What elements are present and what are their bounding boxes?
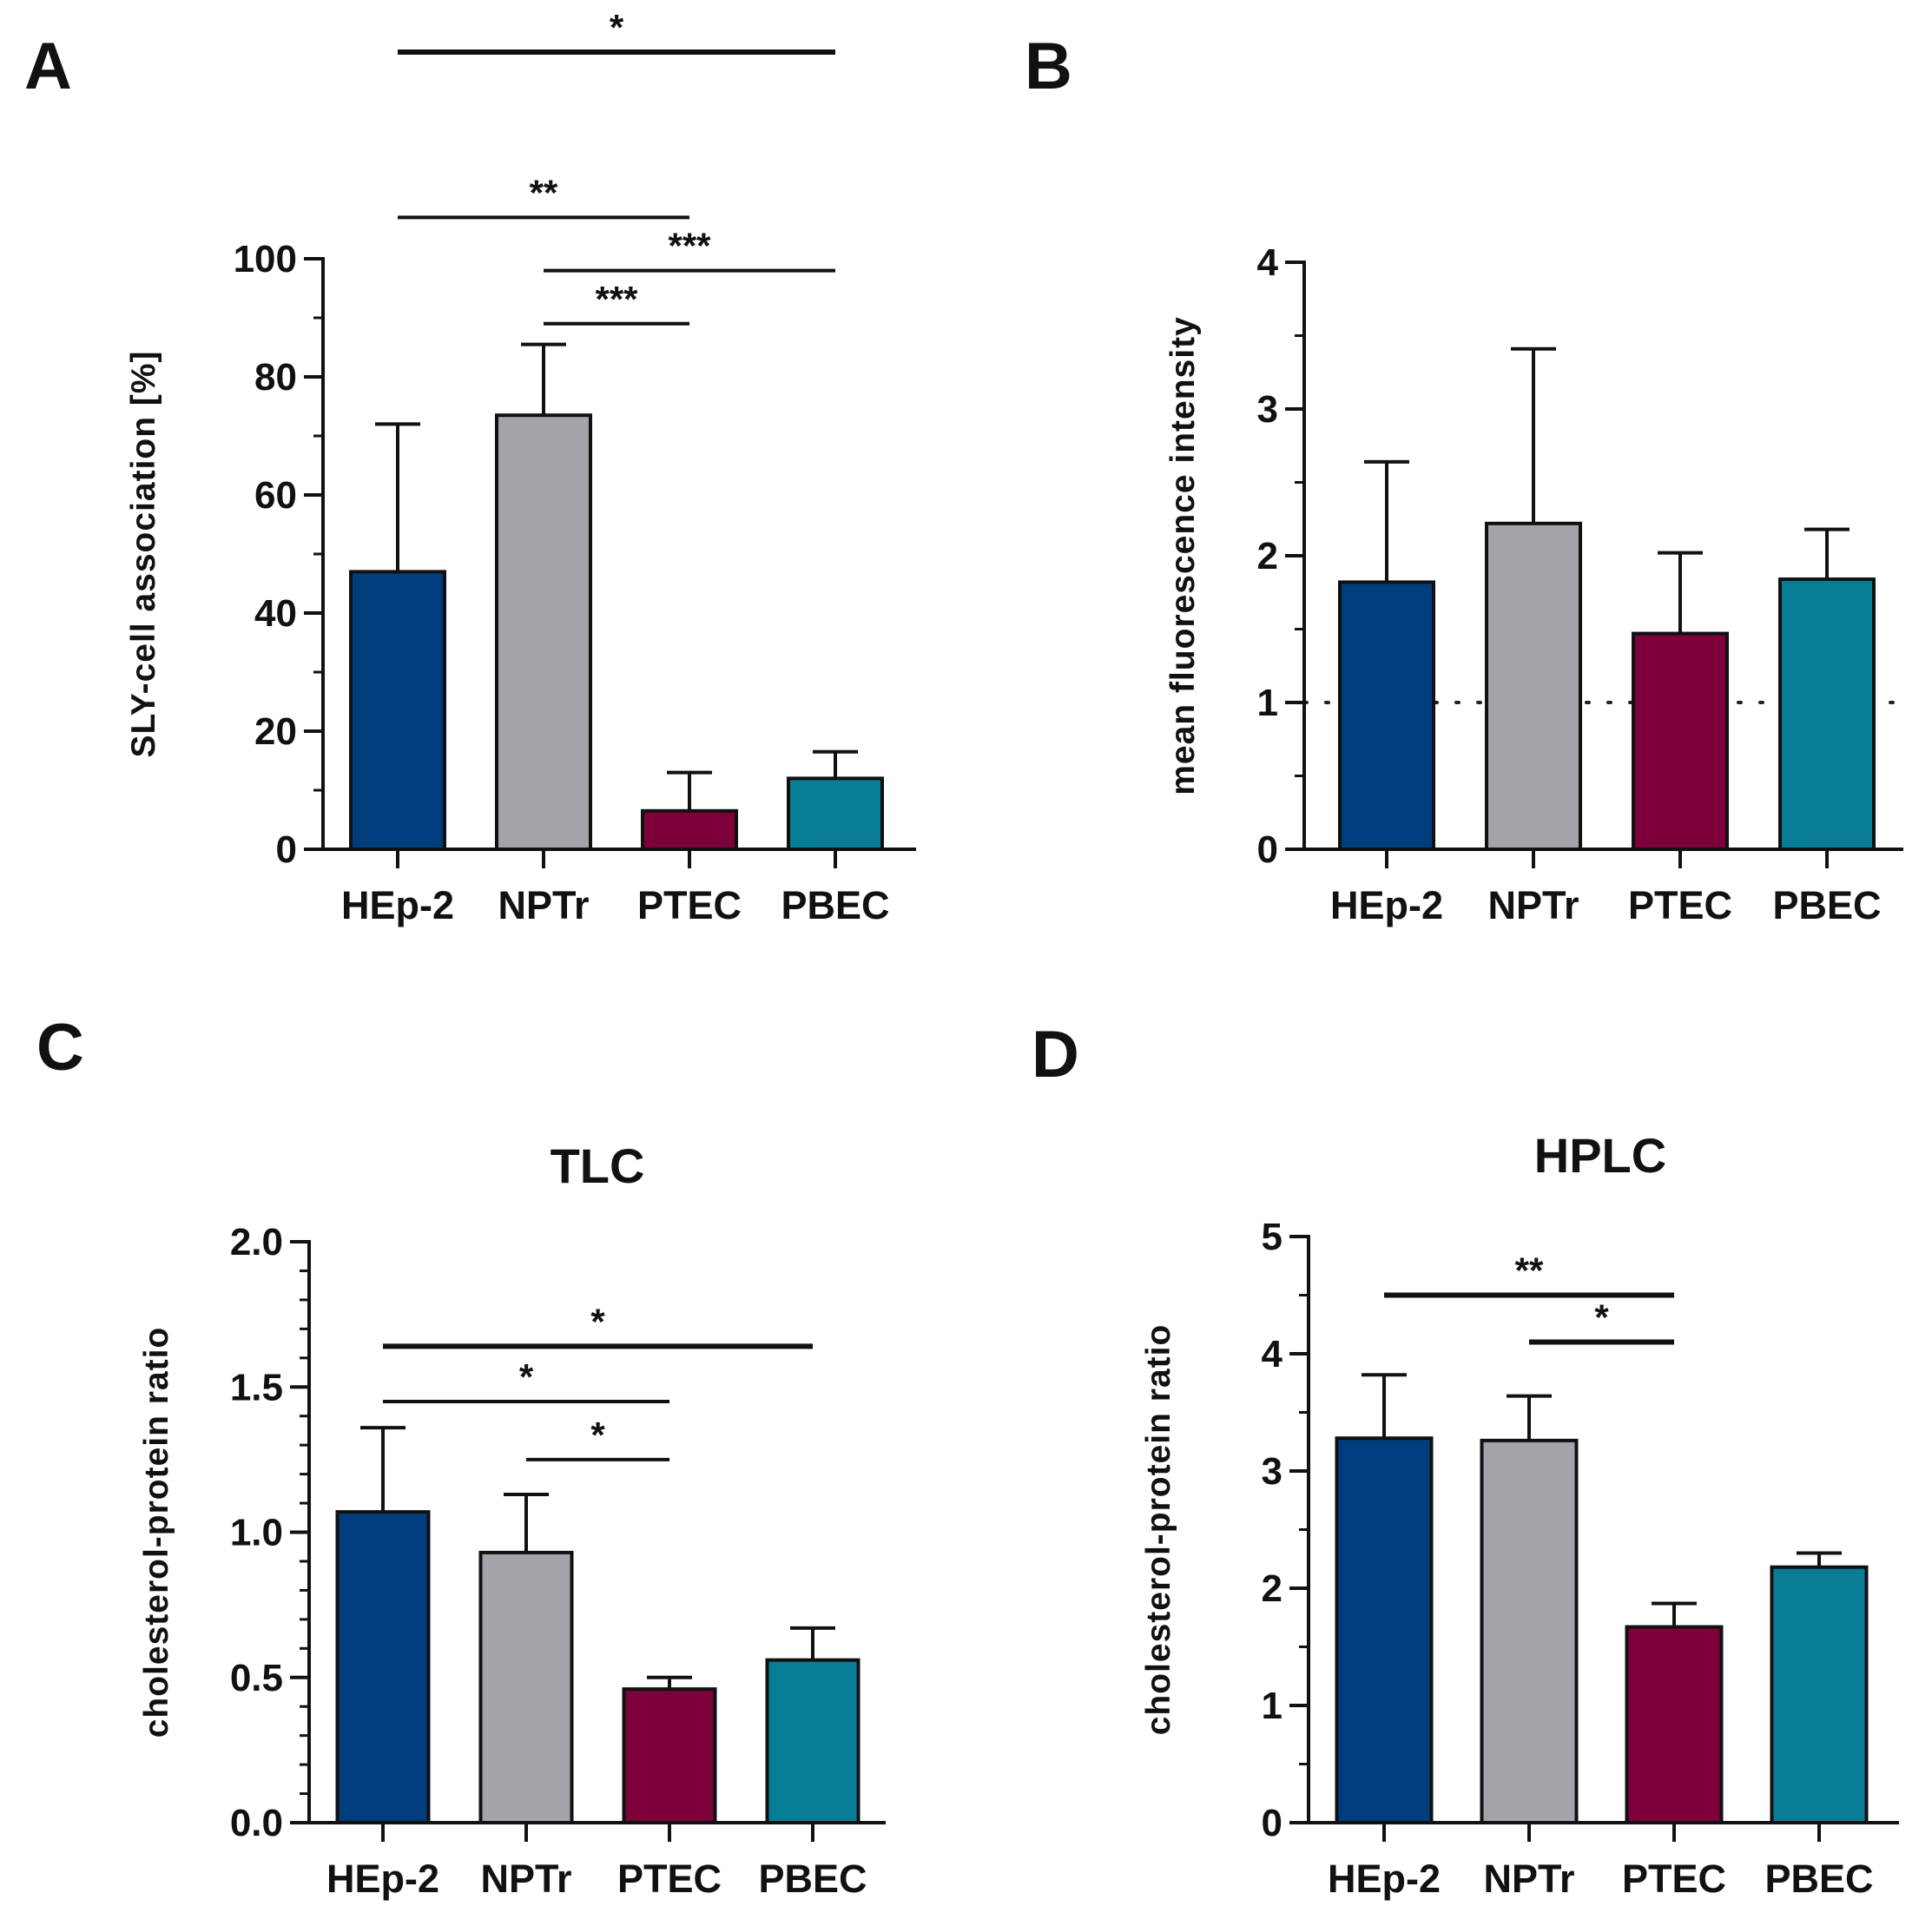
x-tick-label: PTEC (617, 1857, 722, 1901)
significance-label: * (1594, 1297, 1609, 1338)
x-tick-label: PBEC (758, 1857, 867, 1901)
chart-c: TLC 0.0 0.5 1.0 1.5 2.0 HEp-2 NPTr PTEC PBEC chole… (138, 1138, 886, 1901)
y-tick-label: 80 (254, 356, 297, 399)
y-tick-label: 100 (234, 238, 297, 280)
y-tick-label: 2.0 (230, 1221, 283, 1263)
x-tick-label: PTEC (1622, 1857, 1726, 1901)
y-tick-label: 1.5 (230, 1366, 283, 1408)
y-tick-label: 2 (1262, 1567, 1283, 1610)
y-tick-label: 4 (1257, 241, 1279, 284)
y-tick-label: 1.0 (230, 1512, 283, 1554)
significance-label: * (590, 1415, 605, 1455)
bar-pbec (1770, 1565, 1869, 1824)
x-tick-label: HEp-2 (1330, 883, 1443, 927)
bar-pbec (765, 1658, 860, 1825)
x-tick-label: NPTr (1483, 1857, 1574, 1901)
panel-c: C TLC 0.0 0.5 1.0 1.5 2.0 HEp-2 NPTr PTEC PBEC cho… (36, 1011, 886, 1901)
x-tick-label: NPTr (1487, 883, 1579, 927)
significance-label: *** (668, 226, 711, 267)
y-tick-label: 0 (1262, 1802, 1283, 1844)
y-tick-label: 20 (254, 710, 297, 753)
bar-hep-2 (1338, 580, 1435, 851)
bar-ptec (641, 808, 738, 851)
y-axis-title: SLY-cell association [%] (125, 350, 162, 757)
panel-letter-c: C (36, 1011, 84, 1085)
x-tick-label: HEp-2 (1328, 1857, 1441, 1901)
x-tick-label: HEp-2 (341, 883, 454, 927)
bar-ptec (1625, 1625, 1724, 1825)
bar-nptr (495, 413, 592, 851)
x-tick-label: PBEC (1764, 1857, 1873, 1901)
bar-pbec (787, 776, 884, 852)
significance-label: * (590, 1301, 605, 1342)
y-tick-label: 0 (1257, 828, 1278, 871)
chart-b: 0 1 2 3 4 HEp-2 NPTr PTEC PBEC mean fluorescence … (1164, 241, 1905, 927)
x-tick-label: PBEC (781, 883, 889, 927)
x-tick-label: PBEC (1772, 883, 1881, 927)
significance-label: *** (595, 279, 638, 320)
y-tick-label: 3 (1257, 388, 1278, 431)
bar-nptr (478, 1550, 574, 1825)
significance-label: ** (1515, 1250, 1544, 1291)
bar-nptr (1480, 1438, 1579, 1825)
panel-letter-a: A (24, 30, 72, 103)
panel-d: D HPLC 0 1 2 3 4 5 HEp-2 NPTr PTEC PBEC cholesterol… (1032, 1018, 1899, 1901)
chart-title: TLC (551, 1138, 645, 1193)
bar-hep-2 (335, 1510, 431, 1824)
y-tick-label: 40 (254, 592, 297, 635)
y-tick-label: 0 (276, 828, 297, 871)
x-tick-label: PTEC (637, 883, 742, 927)
chart-d: HPLC 0 1 2 3 4 5 HEp-2 NPTr PTEC PBEC cholesterol-p… (1140, 1128, 1899, 1901)
panel-a: A 0 20 40 60 80 100 HEp-2 NPTr PTEC PBEC SLY-cell … (24, 7, 916, 927)
panel-letter-b: B (1025, 30, 1072, 103)
bar-ptec (622, 1687, 717, 1824)
bar-nptr (1485, 521, 1582, 851)
significance-label: ** (530, 172, 558, 213)
y-tick-label: 60 (254, 474, 297, 517)
panel-b: B 0 1 2 3 4 HEp-2 NPTr PTEC PBEC mean fluorescenc… (1025, 30, 1905, 927)
x-tick-label: NPTr (498, 883, 589, 927)
chart-title: HPLC (1534, 1128, 1666, 1183)
bar-pbec (1778, 577, 1876, 851)
bar-ptec (1632, 631, 1729, 851)
y-axis-title: mean fluorescence intensity (1164, 316, 1202, 795)
significance-label: * (610, 7, 624, 48)
bar-hep-2 (349, 570, 446, 852)
panel-letter-d: D (1032, 1018, 1079, 1092)
x-tick-label: NPTr (480, 1857, 571, 1901)
y-tick-label: 3 (1262, 1450, 1283, 1493)
y-tick-label: 0.0 (230, 1802, 283, 1844)
x-tick-label: PTEC (1628, 883, 1732, 927)
y-axis-title: cholesterol-protein ratio (138, 1327, 175, 1738)
y-axis-title: cholesterol-protein ratio (1140, 1324, 1177, 1736)
y-tick-label: 1 (1257, 682, 1278, 724)
y-tick-label: 4 (1262, 1333, 1283, 1375)
significance-label: * (519, 1356, 534, 1397)
chart-a: 0 20 40 60 80 100 HEp-2 NPTr PTEC PBEC SLY-cell as… (125, 7, 916, 927)
y-tick-label: 5 (1262, 1216, 1283, 1258)
x-tick-label: HEp-2 (326, 1857, 439, 1901)
y-tick-label: 2 (1257, 535, 1278, 577)
y-tick-label: 0.5 (230, 1657, 283, 1699)
y-tick-label: 1 (1262, 1685, 1283, 1727)
bar-hep-2 (1335, 1436, 1434, 1824)
